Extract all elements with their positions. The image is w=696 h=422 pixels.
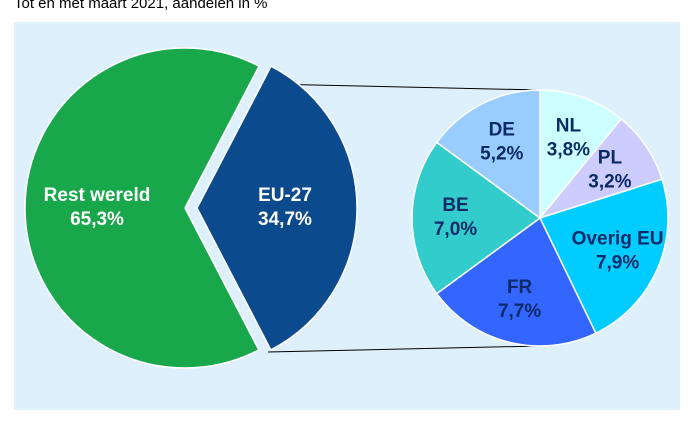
slice-category-label: PL bbox=[598, 148, 623, 169]
slice-value-label: 3,2% bbox=[588, 172, 631, 193]
slice-category-label: DE bbox=[489, 120, 515, 141]
connector-line bbox=[267, 345, 541, 353]
pie-slice bbox=[539, 89, 623, 221]
pie-slice bbox=[435, 216, 597, 347]
slice-value-label: 7,7% bbox=[498, 301, 541, 322]
slice-value-label: 3,8% bbox=[547, 139, 590, 160]
pie-slice bbox=[435, 89, 541, 220]
pie-slice bbox=[196, 65, 358, 351]
slice-category-label: FR bbox=[507, 277, 533, 298]
slice-value-label: 34,7% bbox=[258, 209, 312, 230]
slice-category-label: Rest wereld bbox=[44, 185, 151, 206]
pie-slice bbox=[538, 178, 669, 335]
slice-value-label: 65,3% bbox=[70, 209, 124, 230]
slice-value-label: 7,9% bbox=[596, 252, 639, 273]
slice-value-label: 5,2% bbox=[480, 144, 523, 165]
pie-slice bbox=[411, 141, 542, 295]
pie-slice bbox=[24, 47, 261, 369]
slice-category-label: NL bbox=[556, 115, 582, 136]
slice-category-label: EU-27 bbox=[258, 185, 312, 206]
chart-subtitle: Tot en met maart 2021, aandelen in % bbox=[14, 0, 268, 12]
slice-category-label: Overig EU bbox=[572, 228, 664, 249]
connector-line bbox=[267, 83, 541, 91]
slice-category-label: BE bbox=[442, 195, 468, 216]
slice-value-label: 7,0% bbox=[434, 219, 477, 240]
